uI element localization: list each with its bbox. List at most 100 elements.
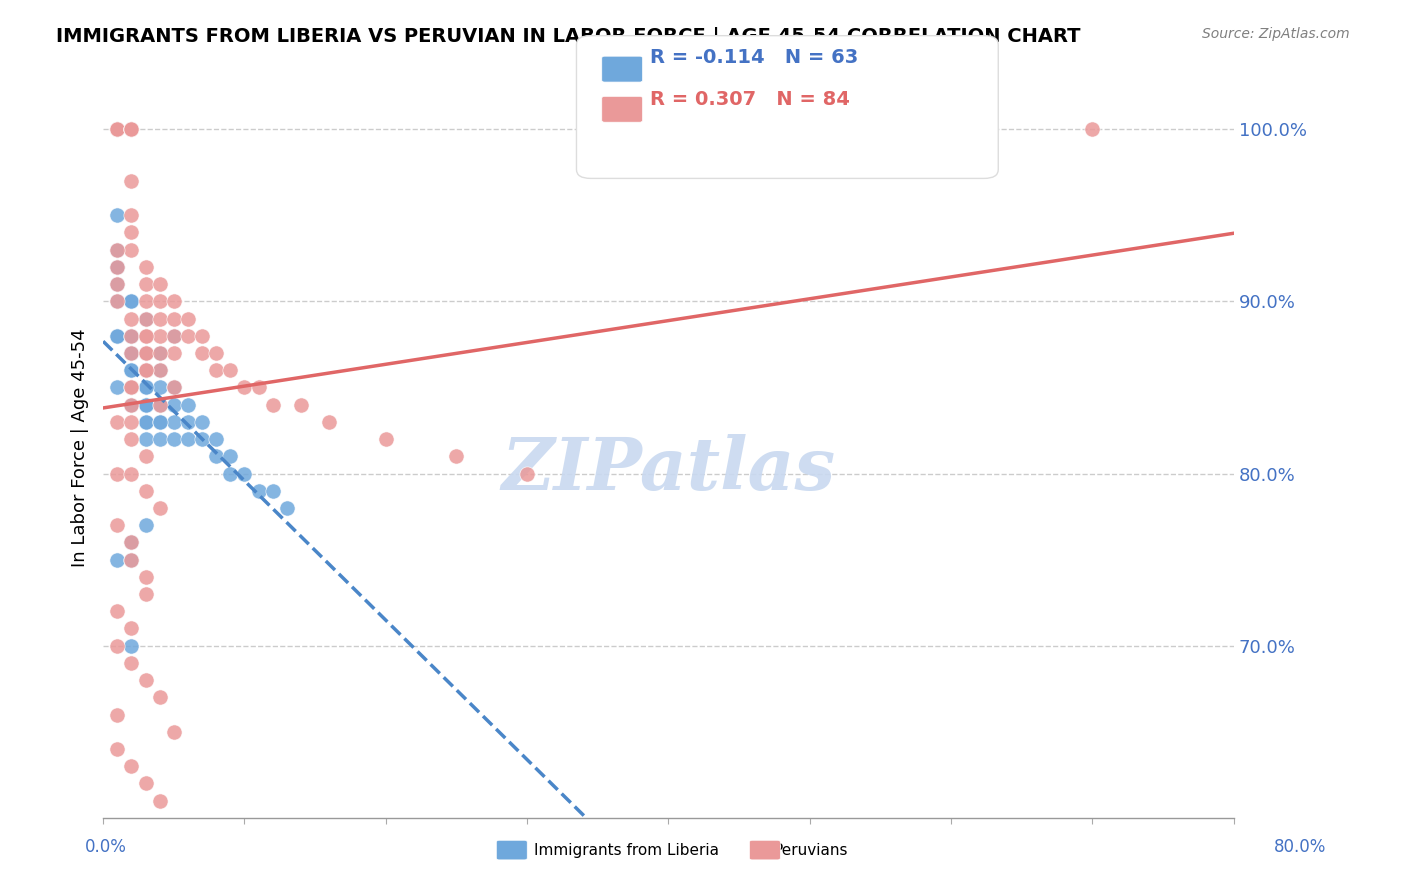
- Point: [135, 432, 157, 446]
- Point: [219, 467, 242, 481]
- Point: [205, 346, 228, 360]
- Point: [163, 380, 186, 394]
- Point: [120, 328, 142, 343]
- Point: [177, 328, 200, 343]
- Point: [105, 415, 128, 429]
- Point: [120, 294, 142, 309]
- Point: [149, 328, 172, 343]
- Point: [219, 363, 242, 377]
- Text: IMMIGRANTS FROM LIBERIA VS PERUVIAN IN LABOR FORCE | AGE 45-54 CORRELATION CHART: IMMIGRANTS FROM LIBERIA VS PERUVIAN IN L…: [56, 27, 1081, 46]
- Point: [135, 328, 157, 343]
- Text: Peruvians: Peruvians: [773, 843, 848, 858]
- Text: 80.0%: 80.0%: [1274, 838, 1327, 856]
- Point: [135, 518, 157, 533]
- Point: [120, 346, 142, 360]
- Point: [105, 122, 128, 136]
- Point: [135, 398, 157, 412]
- Point: [191, 346, 214, 360]
- Point: [149, 415, 172, 429]
- Point: [135, 380, 157, 394]
- Point: [135, 311, 157, 326]
- Point: [105, 294, 128, 309]
- Point: [1081, 122, 1104, 136]
- Point: [149, 346, 172, 360]
- Point: [120, 380, 142, 394]
- Point: [135, 260, 157, 274]
- Point: [120, 639, 142, 653]
- Text: R = 0.307   N = 84: R = 0.307 N = 84: [650, 90, 849, 110]
- Point: [135, 363, 157, 377]
- Point: [105, 294, 128, 309]
- Point: [105, 122, 128, 136]
- Point: [177, 415, 200, 429]
- Point: [120, 552, 142, 566]
- Point: [120, 226, 142, 240]
- Point: [149, 432, 172, 446]
- Point: [120, 174, 142, 188]
- Point: [135, 570, 157, 584]
- Point: [135, 398, 157, 412]
- Point: [105, 277, 128, 291]
- Point: [205, 432, 228, 446]
- Point: [276, 500, 298, 515]
- Point: [135, 328, 157, 343]
- Point: [318, 415, 340, 429]
- Point: [135, 277, 157, 291]
- Point: [149, 363, 172, 377]
- Point: [149, 380, 172, 394]
- Point: [135, 346, 157, 360]
- Point: [120, 311, 142, 326]
- Point: [516, 467, 538, 481]
- Point: [105, 552, 128, 566]
- Point: [120, 346, 142, 360]
- Point: [149, 500, 172, 515]
- Point: [120, 294, 142, 309]
- Point: [163, 724, 186, 739]
- Point: [120, 122, 142, 136]
- Point: [163, 328, 186, 343]
- Point: [105, 604, 128, 618]
- Point: [120, 656, 142, 670]
- Point: [149, 398, 172, 412]
- Point: [135, 346, 157, 360]
- Point: [163, 432, 186, 446]
- Text: R = -0.114   N = 63: R = -0.114 N = 63: [650, 48, 858, 68]
- Point: [120, 328, 142, 343]
- Point: [163, 328, 186, 343]
- Point: [135, 311, 157, 326]
- Point: [247, 380, 270, 394]
- Point: [105, 208, 128, 222]
- Point: [135, 415, 157, 429]
- Point: [149, 311, 172, 326]
- Point: [120, 535, 142, 549]
- Point: [219, 450, 242, 464]
- Point: [120, 467, 142, 481]
- Y-axis label: In Labor Force | Age 45-54: In Labor Force | Age 45-54: [72, 328, 89, 567]
- Point: [105, 742, 128, 756]
- Point: [120, 380, 142, 394]
- Point: [149, 398, 172, 412]
- Point: [262, 398, 284, 412]
- Point: [105, 260, 128, 274]
- Point: [120, 346, 142, 360]
- Point: [105, 328, 128, 343]
- Point: [163, 294, 186, 309]
- Point: [233, 467, 256, 481]
- Point: [233, 380, 256, 394]
- Text: ZIPatlas: ZIPatlas: [502, 434, 835, 506]
- Point: [120, 243, 142, 257]
- Point: [105, 380, 128, 394]
- Point: [149, 277, 172, 291]
- Point: [177, 398, 200, 412]
- Point: [120, 398, 142, 412]
- Point: [135, 294, 157, 309]
- Point: [149, 690, 172, 705]
- Point: [135, 363, 157, 377]
- Point: [105, 639, 128, 653]
- Point: [120, 432, 142, 446]
- Point: [120, 122, 142, 136]
- Point: [290, 398, 312, 412]
- Point: [120, 208, 142, 222]
- Point: [120, 552, 142, 566]
- Point: [135, 398, 157, 412]
